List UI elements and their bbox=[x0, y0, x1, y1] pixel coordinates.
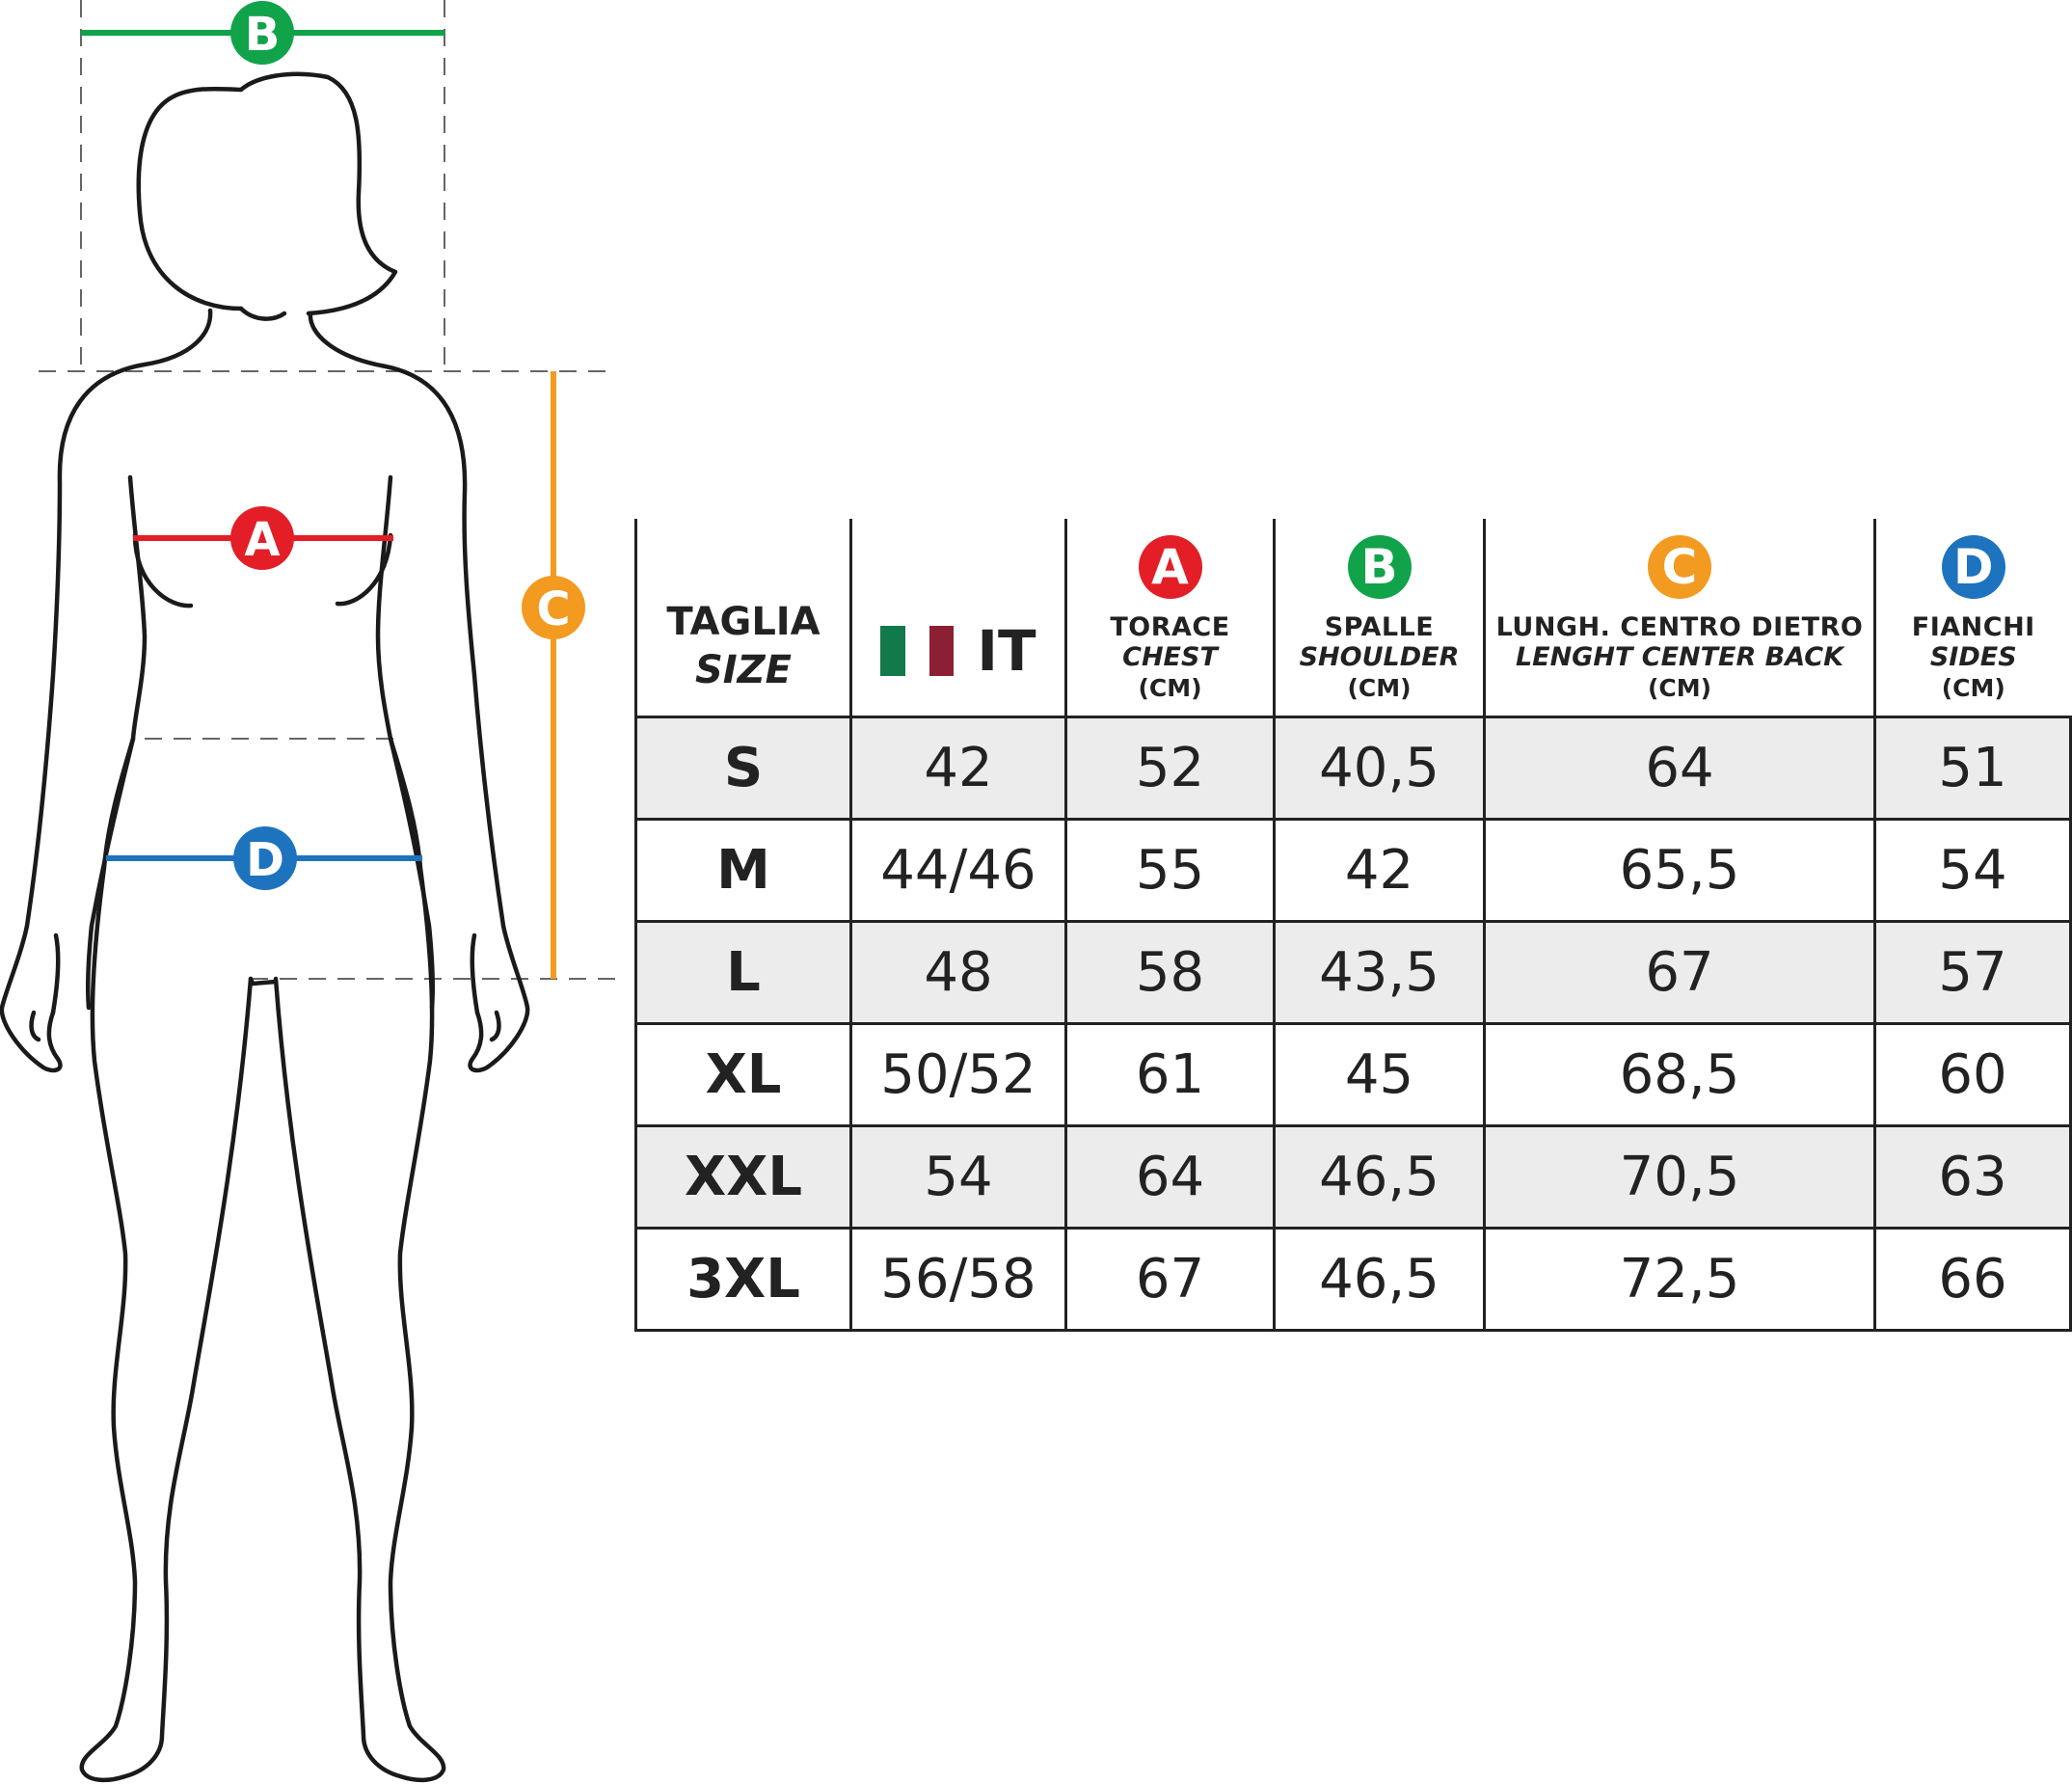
cell-size: XL bbox=[634, 1022, 852, 1127]
table-row: XL 50/52 61 45 68,5 60 bbox=[634, 1022, 2072, 1127]
cell-shoulder: 40,5 bbox=[1273, 716, 1486, 821]
cell-back: 70,5 bbox=[1483, 1124, 1876, 1230]
cell-shoulder: 46,5 bbox=[1273, 1124, 1486, 1230]
measure-d-guide: D bbox=[106, 826, 422, 890]
header-chest: A TORACE CHEST (CM) bbox=[1064, 519, 1275, 718]
badge-b-icon: B bbox=[1347, 535, 1412, 599]
cell-size: XXL bbox=[634, 1124, 852, 1230]
dashed-guides bbox=[39, 0, 617, 980]
cell-size: 3XL bbox=[634, 1227, 852, 1332]
measure-c-guide: C bbox=[522, 371, 585, 979]
cell-size: L bbox=[634, 920, 852, 1025]
cell-back: 67 bbox=[1483, 920, 1876, 1025]
header-back-it: LUNGH. CENTRO DIETRO bbox=[1495, 612, 1864, 642]
cell-sides: 54 bbox=[1873, 818, 2072, 923]
header-size-it: TAGLIA bbox=[666, 600, 821, 644]
header-chest-en: CHEST bbox=[1122, 642, 1218, 672]
cell-chest: 52 bbox=[1064, 716, 1276, 821]
woman-outline bbox=[0, 71, 530, 1783]
cell-it: 48 bbox=[849, 920, 1067, 1025]
header-back: C LUNGH. CENTRO DIETRO LENGHT CENTER BAC… bbox=[1483, 519, 1875, 718]
size-chart: TAGLIA SIZE IT A TORACE bbox=[634, 519, 2072, 1332]
cell-chest: 67 bbox=[1064, 1227, 1276, 1332]
header-chest-unit: (CM) bbox=[1138, 674, 1202, 702]
cell-shoulder: 46,5 bbox=[1273, 1227, 1486, 1332]
header-shoulder: B SPALLE SHOULDER (CM) bbox=[1273, 519, 1485, 718]
cell-sides: 57 bbox=[1873, 920, 2072, 1025]
cell-back: 64 bbox=[1483, 716, 1876, 821]
cell-it: 42 bbox=[849, 716, 1067, 821]
header-sides-it: FIANCHI bbox=[1911, 612, 2035, 642]
badge-c-icon: C bbox=[1648, 535, 1711, 599]
badge-b-letter: B bbox=[245, 8, 281, 62]
table-header-row: TAGLIA SIZE IT A TORACE bbox=[634, 519, 2071, 718]
cell-chest: 61 bbox=[1064, 1022, 1276, 1127]
cell-size: M bbox=[634, 818, 852, 923]
badge-d-letter: D bbox=[246, 833, 284, 887]
cell-size: S bbox=[634, 716, 852, 821]
cell-chest: 64 bbox=[1064, 1124, 1276, 1230]
table-row: XXL 54 64 46,5 70,5 63 bbox=[634, 1124, 2072, 1230]
header-shoulder-unit: (CM) bbox=[1347, 674, 1412, 702]
cell-chest: 58 bbox=[1064, 920, 1276, 1025]
cell-back: 72,5 bbox=[1483, 1227, 1876, 1332]
header-sides-unit: (CM) bbox=[1941, 674, 2005, 702]
measure-b-guide: B bbox=[81, 1, 444, 65]
italy-flag-icon bbox=[880, 626, 955, 676]
cell-it: 56/58 bbox=[849, 1227, 1067, 1332]
cell-it: 44/46 bbox=[849, 818, 1067, 923]
measure-a-guide: A bbox=[133, 506, 393, 570]
cell-sides: 66 bbox=[1873, 1227, 2072, 1332]
header-back-unit: (CM) bbox=[1647, 674, 1712, 702]
header-size-en: SIZE bbox=[694, 648, 793, 692]
header-back-en: LENGHT CENTER BACK bbox=[1515, 642, 1844, 672]
table-row: L 48 58 43,5 67 57 bbox=[634, 920, 2072, 1025]
header-sides-en: SIDES bbox=[1929, 642, 2017, 672]
header-size: TAGLIA SIZE bbox=[634, 519, 851, 718]
header-country-label: IT bbox=[977, 618, 1036, 684]
cell-it: 50/52 bbox=[849, 1022, 1067, 1127]
cell-sides: 63 bbox=[1873, 1124, 2072, 1230]
cell-back: 65,5 bbox=[1483, 818, 1876, 923]
cell-shoulder: 42 bbox=[1273, 818, 1486, 923]
cell-shoulder: 45 bbox=[1273, 1022, 1486, 1127]
header-shoulder-it: SPALLE bbox=[1324, 612, 1435, 642]
table-row: S 42 52 40,5 64 51 bbox=[634, 716, 2072, 821]
cell-it: 54 bbox=[849, 1124, 1067, 1230]
cell-shoulder: 43,5 bbox=[1273, 920, 1486, 1025]
cell-chest: 55 bbox=[1064, 818, 1276, 923]
badge-d-icon: D bbox=[1941, 535, 2005, 599]
cell-sides: 60 bbox=[1873, 1022, 2072, 1127]
table-row: 3XL 56/58 67 46,5 72,5 66 bbox=[634, 1227, 2072, 1332]
badge-a-icon: A bbox=[1138, 535, 1202, 599]
header-shoulder-en: SHOULDER bbox=[1299, 642, 1460, 672]
header-chest-it: TORACE bbox=[1110, 612, 1230, 642]
size-chart-table: TAGLIA SIZE IT A TORACE bbox=[634, 519, 2072, 1332]
header-country: IT bbox=[849, 519, 1066, 718]
badge-a-letter: A bbox=[244, 513, 280, 567]
table-row: M 44/46 55 42 65,5 54 bbox=[634, 818, 2072, 923]
cell-back: 68,5 bbox=[1483, 1022, 1876, 1127]
header-sides: D FIANCHI SIDES (CM) bbox=[1873, 519, 2071, 718]
cell-sides: 51 bbox=[1873, 716, 2072, 821]
badge-c-letter: C bbox=[536, 582, 570, 636]
